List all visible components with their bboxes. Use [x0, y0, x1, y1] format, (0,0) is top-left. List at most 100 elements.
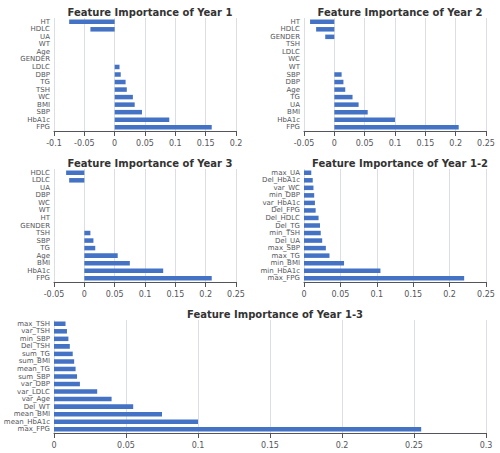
svg-text:BMI: BMI [37, 259, 50, 268]
svg-text:Age: Age [36, 251, 50, 260]
svg-text:min_BMI: min_BMI [270, 259, 300, 268]
svg-text:-0.05: -0.05 [294, 139, 315, 148]
svg-text:0.25: 0.25 [477, 290, 495, 299]
svg-text:HT: HT [40, 17, 50, 26]
svg-text:max_FPG: max_FPG [18, 425, 50, 433]
svg-text:Feature Importance of Year 1-2: Feature Importance of Year 1-2 [312, 158, 488, 169]
svg-text:Feature Importance of Year 3: Feature Importance of Year 3 [68, 158, 233, 169]
svg-text:GENDER: GENDER [270, 32, 300, 41]
svg-text:TSH: TSH [286, 40, 300, 49]
svg-text:Del_UA: Del_UA [274, 236, 300, 245]
svg-text:0.1: 0.1 [169, 139, 182, 148]
svg-text:sum_BMI: sum_BMI [18, 357, 50, 366]
svg-text:Del_TG: Del_TG [275, 221, 300, 230]
svg-text:max_SBP: max_SBP [267, 244, 300, 253]
svg-text:0.25: 0.25 [405, 441, 423, 450]
svg-text:HbA1c: HbA1c [27, 266, 50, 275]
svg-text:var_TSH: var_TSH [21, 327, 50, 336]
svg-text:0: 0 [332, 139, 337, 148]
svg-text:max_TSH: max_TSH [17, 319, 50, 328]
svg-text:WC: WC [38, 93, 50, 102]
svg-text:Age: Age [286, 85, 300, 94]
svg-text:0.15: 0.15 [197, 139, 215, 148]
svg-text:Feature Importance of Year 2: Feature Importance of Year 2 [318, 7, 483, 18]
svg-text:Del_TSH: Del_TSH [20, 342, 50, 351]
svg-text:WT: WT [38, 40, 50, 49]
svg-text:Feature Importance of Year 1-3: Feature Importance of Year 1-3 [187, 309, 363, 320]
svg-text:GENDER: GENDER [20, 55, 50, 64]
svg-text:HbA1c: HbA1c [27, 115, 50, 124]
svg-text:min_SBP: min_SBP [19, 334, 50, 343]
svg-text:WC: WC [288, 55, 300, 64]
svg-text:HDLC: HDLC [30, 25, 50, 34]
svg-text:-0.05: -0.05 [74, 139, 95, 148]
svg-text:0.05: 0.05 [356, 139, 374, 148]
svg-text:WT: WT [38, 206, 50, 215]
svg-text:HDLC: HDLC [30, 168, 50, 177]
svg-text:0.25: 0.25 [227, 290, 245, 299]
svg-text:0.2: 0.2 [230, 139, 243, 148]
svg-text:FPG: FPG [286, 123, 300, 131]
svg-text:0.2: 0.2 [199, 290, 212, 299]
svg-text:0: 0 [82, 290, 87, 299]
svg-text:0.15: 0.15 [166, 290, 184, 299]
svg-text:UA: UA [40, 32, 50, 41]
svg-text:0.2: 0.2 [443, 290, 456, 299]
svg-text:BMI: BMI [37, 100, 50, 109]
svg-text:LDLC: LDLC [281, 47, 300, 56]
svg-text:min_DBP: min_DBP [268, 191, 300, 200]
svg-text:SBP: SBP [36, 236, 50, 245]
svg-text:GENDER: GENDER [20, 221, 50, 230]
svg-text:FPG: FPG [36, 123, 50, 131]
svg-text:BMI: BMI [287, 108, 300, 117]
svg-text:0.05: 0.05 [331, 290, 349, 299]
svg-text:0.2: 0.2 [336, 441, 349, 450]
svg-text:0.05: 0.05 [117, 441, 135, 450]
svg-text:0: 0 [51, 441, 56, 450]
svg-text:Age: Age [36, 47, 50, 56]
svg-text:DBP: DBP [35, 70, 50, 79]
svg-text:0.1: 0.1 [370, 290, 383, 299]
svg-text:var_LDLC: var_LDLC [17, 387, 50, 396]
svg-text:HDLC: HDLC [280, 25, 300, 34]
svg-text:-0.05: -0.05 [44, 290, 65, 299]
svg-text:min_HbA1c: min_HbA1c [260, 266, 300, 275]
svg-text:sum_SBP: sum_SBP [18, 372, 50, 381]
svg-text:0.2: 0.2 [449, 139, 462, 148]
svg-text:-0.1: -0.1 [46, 139, 62, 148]
svg-text:0.3: 0.3 [480, 441, 493, 450]
svg-text:SBP: SBP [286, 70, 300, 79]
svg-text:0.1: 0.1 [192, 441, 205, 450]
svg-text:LDLC: LDLC [31, 176, 50, 185]
svg-text:0.1: 0.1 [139, 290, 152, 299]
svg-text:0.15: 0.15 [261, 441, 279, 450]
svg-text:max_FPG: max_FPG [268, 274, 300, 282]
svg-text:WC: WC [38, 198, 50, 207]
svg-text:TSH: TSH [36, 85, 50, 94]
svg-text:max_TG: max_TG [271, 251, 300, 260]
svg-text:FPG: FPG [36, 274, 50, 282]
svg-text:DBP: DBP [35, 191, 50, 200]
svg-text:sum_TG: sum_TG [21, 349, 50, 358]
svg-text:UA: UA [290, 100, 300, 109]
svg-text:Del_HbA1c: Del_HbA1c [262, 176, 300, 185]
svg-text:HT: HT [290, 17, 300, 26]
svg-text:Del_FPG: Del_FPG [271, 206, 300, 215]
svg-text:0: 0 [112, 139, 117, 148]
svg-text:var_HbA1c: var_HbA1c [262, 198, 300, 207]
svg-text:0.05: 0.05 [106, 290, 124, 299]
svg-text:0.15: 0.15 [416, 139, 434, 148]
svg-text:SBP: SBP [36, 108, 50, 117]
svg-text:0.1: 0.1 [389, 139, 402, 148]
svg-text:HbA1c: HbA1c [277, 115, 300, 124]
svg-text:Feature Importance of Year 1: Feature Importance of Year 1 [68, 7, 233, 18]
svg-text:TG: TG [40, 244, 50, 253]
svg-text:0: 0 [301, 290, 306, 299]
svg-text:0.25: 0.25 [477, 139, 495, 148]
svg-text:0.15: 0.15 [404, 290, 422, 299]
svg-text:var_WC: var_WC [273, 183, 300, 192]
svg-text:UA: UA [40, 183, 50, 192]
svg-text:0.05: 0.05 [136, 139, 154, 148]
svg-text:TG: TG [290, 93, 300, 102]
svg-text:max_UA: max_UA [271, 168, 300, 177]
